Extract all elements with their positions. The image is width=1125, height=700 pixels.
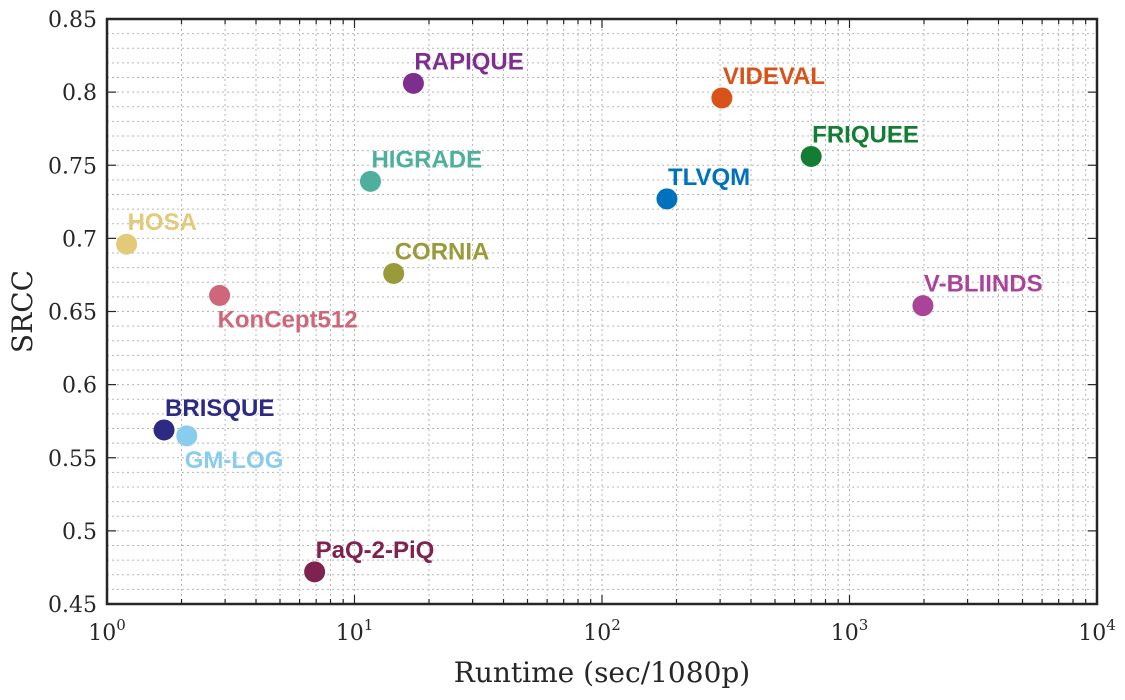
label-cornia: CORNIA bbox=[395, 238, 490, 265]
point-videval bbox=[711, 87, 733, 109]
x-tick-label: 104 bbox=[1078, 616, 1116, 646]
y-tick-label: 0.8 bbox=[62, 81, 97, 106]
point-v-bliinds bbox=[912, 295, 934, 317]
y-tick-label: 0.55 bbox=[48, 447, 97, 472]
y-tick-label: 0.45 bbox=[48, 593, 97, 618]
point-paq-2-piq bbox=[304, 561, 326, 583]
point-gm-log bbox=[176, 425, 198, 447]
y-tick-label: 0.65 bbox=[48, 301, 97, 326]
label-hosa: HOSA bbox=[128, 209, 197, 236]
y-tick-label: 0.75 bbox=[48, 154, 97, 179]
point-friquee bbox=[800, 145, 822, 167]
x-tick-label: 100 bbox=[88, 616, 126, 646]
point-brisque bbox=[153, 419, 175, 441]
point-tlvqm bbox=[656, 188, 678, 210]
x-tick-label: 101 bbox=[336, 616, 374, 646]
y-tick-labels: 0.45 0.5 0.55 0.6 0.65 0.7 0.75 0.8 0.85 bbox=[48, 8, 97, 618]
label-gm-log: GM-LOG bbox=[185, 447, 284, 474]
x-tick-label: 103 bbox=[831, 616, 869, 646]
y-tick-label: 0.5 bbox=[62, 520, 97, 545]
label-tlvqm: TLVQM bbox=[668, 164, 750, 191]
plot-frame bbox=[105, 17, 1099, 606]
data-points bbox=[116, 72, 934, 583]
y-tick-label: 0.6 bbox=[62, 374, 97, 399]
x-tick-labels: 100 101 102 103 104 bbox=[88, 616, 1116, 646]
label-rapique: RAPIQUE bbox=[414, 48, 523, 75]
point-cornia bbox=[383, 262, 405, 284]
y-tick-label: 0.7 bbox=[62, 227, 97, 252]
label-friquee: FRIQUEE bbox=[812, 121, 919, 148]
label-videval: VIDEVAL bbox=[723, 63, 825, 90]
label-v-bliinds: V-BLIINDS bbox=[924, 271, 1043, 298]
point-higrade bbox=[359, 170, 381, 192]
x-axis-title: Runtime (sec/1080p) bbox=[454, 656, 750, 689]
x-tick-label: 102 bbox=[583, 616, 621, 646]
label-koncept512: KonCept512 bbox=[218, 306, 358, 333]
point-hosa bbox=[116, 233, 138, 255]
y-tick-label: 0.85 bbox=[48, 8, 97, 33]
point-rapique bbox=[402, 72, 424, 94]
point-koncept512 bbox=[209, 284, 231, 306]
label-paq-2-piq: PaQ-2-PiQ bbox=[316, 537, 435, 564]
point-labels: RAPIQUE VIDEVAL FRIQUEE HIGRADE TLVQM HOSA COR… bbox=[128, 48, 1043, 563]
label-brisque: BRISQUE bbox=[165, 395, 274, 422]
y-axis-title: SRCC bbox=[6, 270, 39, 353]
label-higrade: HIGRADE bbox=[371, 146, 482, 173]
grid bbox=[107, 19, 1097, 604]
